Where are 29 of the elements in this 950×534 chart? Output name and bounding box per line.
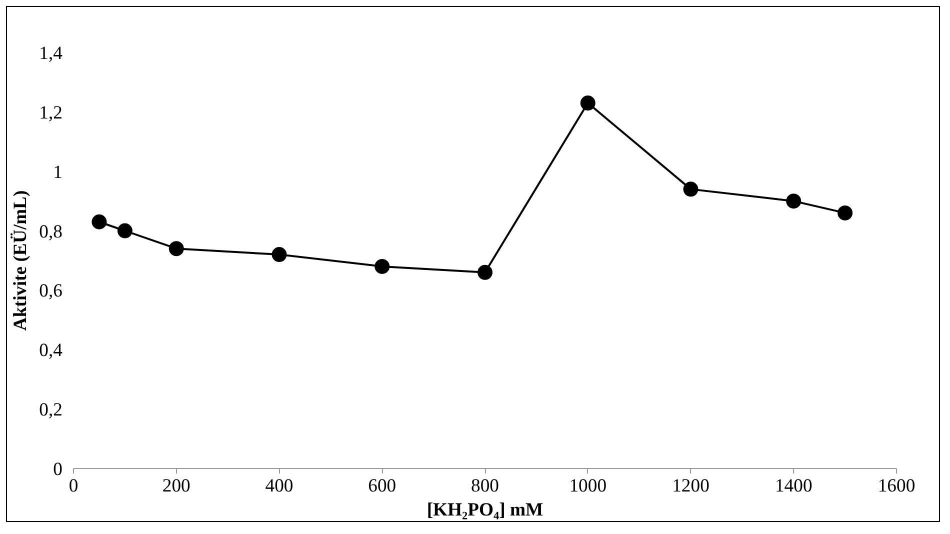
point bbox=[580, 96, 596, 110]
x-tick-label: 0 bbox=[68, 476, 78, 496]
y-tick-label: 1 bbox=[53, 162, 62, 183]
y-tick-label: 0,4 bbox=[39, 340, 64, 362]
y-axis-title: Aktivite (EÜ/mL) bbox=[10, 190, 32, 331]
y-tick-label: 0,8 bbox=[39, 221, 63, 242]
x-tick-label: 800 bbox=[471, 476, 499, 496]
point bbox=[92, 214, 107, 230]
point bbox=[168, 241, 184, 256]
point bbox=[478, 264, 492, 280]
x-tick-label: 200 bbox=[162, 476, 190, 496]
x-tick-label: 1400 bbox=[774, 476, 812, 496]
y-tick-label: 1,4 bbox=[39, 43, 64, 64]
point bbox=[374, 258, 390, 274]
y-tick-label: 0,2 bbox=[39, 400, 63, 421]
point bbox=[683, 182, 698, 197]
point bbox=[117, 223, 132, 238]
x-tick-label: 1200 bbox=[672, 476, 710, 496]
x-axis-title: [KH₂PO₄] mM bbox=[426, 500, 544, 520]
point bbox=[786, 194, 802, 209]
x-tick-label: 1000 bbox=[569, 476, 607, 496]
x-tick-label: 600 bbox=[368, 476, 396, 496]
y-tick-label: 1,2 bbox=[39, 102, 63, 124]
point bbox=[838, 205, 853, 220]
x-tick-label: 400 bbox=[265, 476, 294, 496]
y-tick-label: 0,6 bbox=[39, 280, 63, 302]
y-tick-label: 0 bbox=[53, 459, 62, 480]
x-tick-label: 1600 bbox=[878, 476, 916, 496]
point bbox=[272, 247, 287, 262]
